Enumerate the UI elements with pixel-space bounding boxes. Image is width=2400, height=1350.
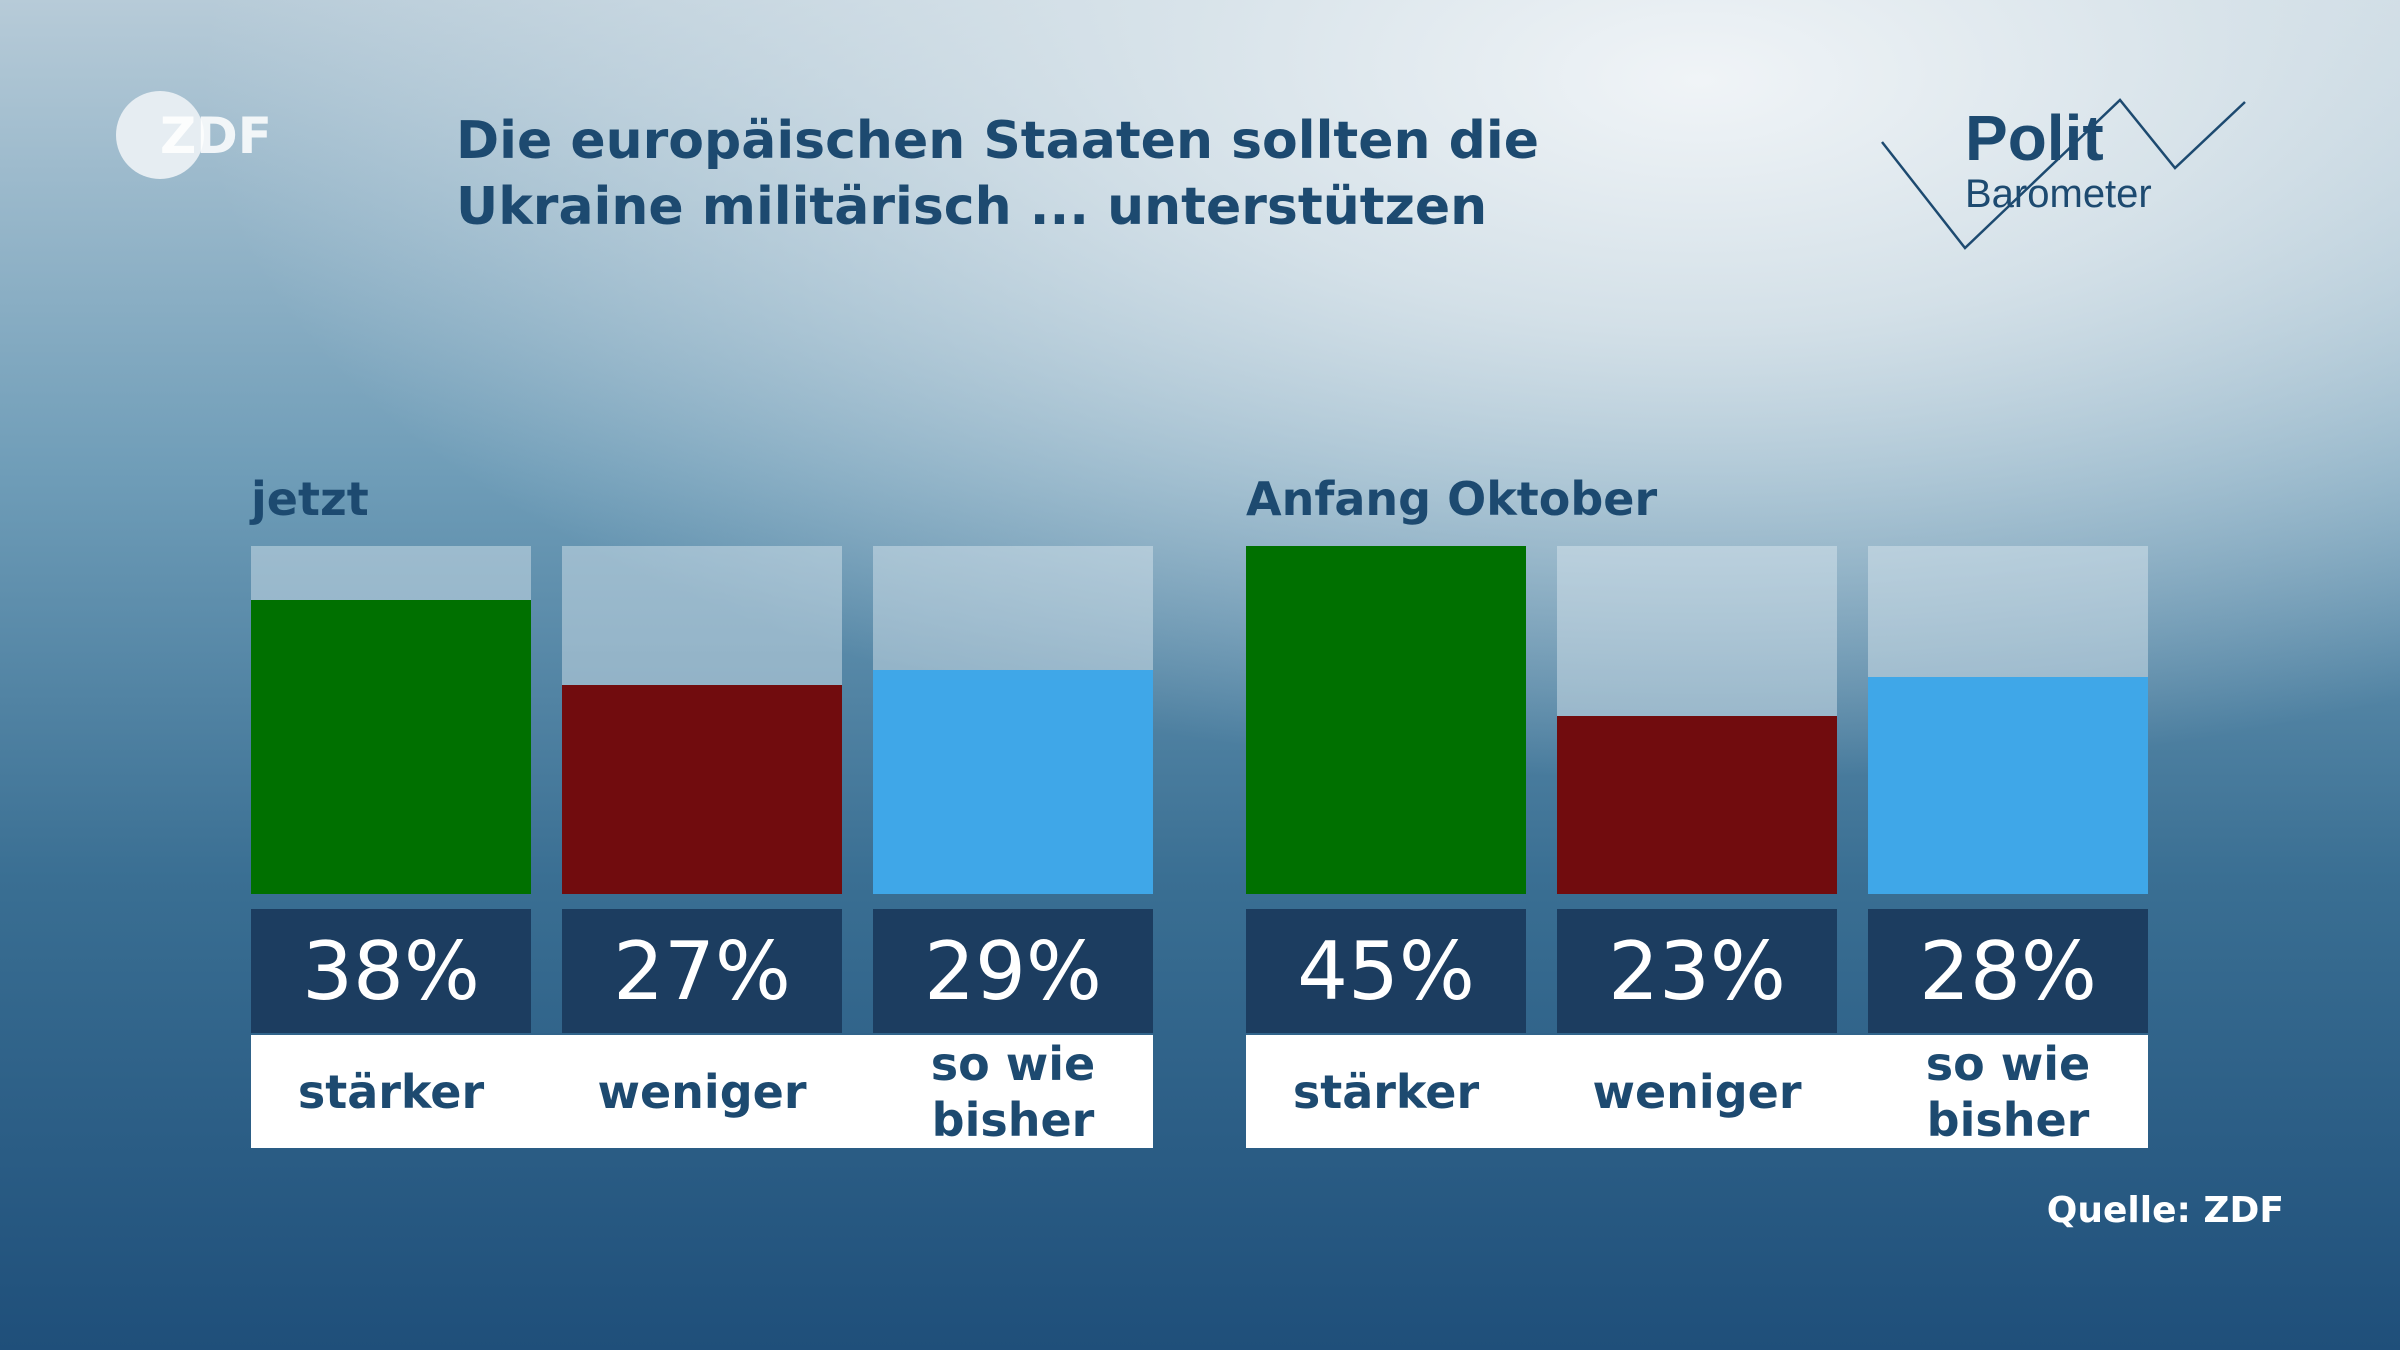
bar xyxy=(1868,677,2148,894)
category-label: stärker xyxy=(1292,1064,1480,1119)
brand-bottom: Barometer xyxy=(1965,172,2152,216)
category-label: weniger xyxy=(597,1064,807,1119)
value-label: 23% xyxy=(1557,909,1837,1033)
logo-circle xyxy=(116,91,204,179)
value-label: 29% xyxy=(873,909,1153,1033)
bar xyxy=(1557,716,1837,894)
label-panel xyxy=(1246,1035,2148,1148)
brand-logo: Polit Barometer xyxy=(1881,98,2246,250)
logo-text: ZDF xyxy=(160,107,272,165)
zdf-logo: ZDF xyxy=(116,91,272,179)
category-label: stärker xyxy=(297,1064,485,1119)
category-label: so wie bisher xyxy=(1925,1036,2091,1147)
category-label: so wie bisher xyxy=(930,1036,1096,1147)
group-label: Anfang Oktober xyxy=(1246,472,1658,526)
brand-top: Polit xyxy=(1965,102,2104,174)
bar xyxy=(251,600,531,894)
chart-title: Die europäischen Staaten sollten die Ukr… xyxy=(456,111,1539,237)
brand-line xyxy=(1881,98,2246,250)
group-label: jetzt xyxy=(251,472,369,526)
label-panel xyxy=(251,1035,1153,1148)
source: Quelle: ZDF xyxy=(2046,1190,2284,1231)
bar xyxy=(873,669,1153,894)
bar xyxy=(1246,546,1526,894)
bar xyxy=(562,685,842,894)
value-label: 27% xyxy=(562,909,842,1033)
value-label: 28% xyxy=(1868,909,2148,1033)
value-label: 38% xyxy=(251,909,531,1033)
category-label: weniger xyxy=(1592,1064,1802,1119)
value-label: 45% xyxy=(1246,909,1526,1033)
